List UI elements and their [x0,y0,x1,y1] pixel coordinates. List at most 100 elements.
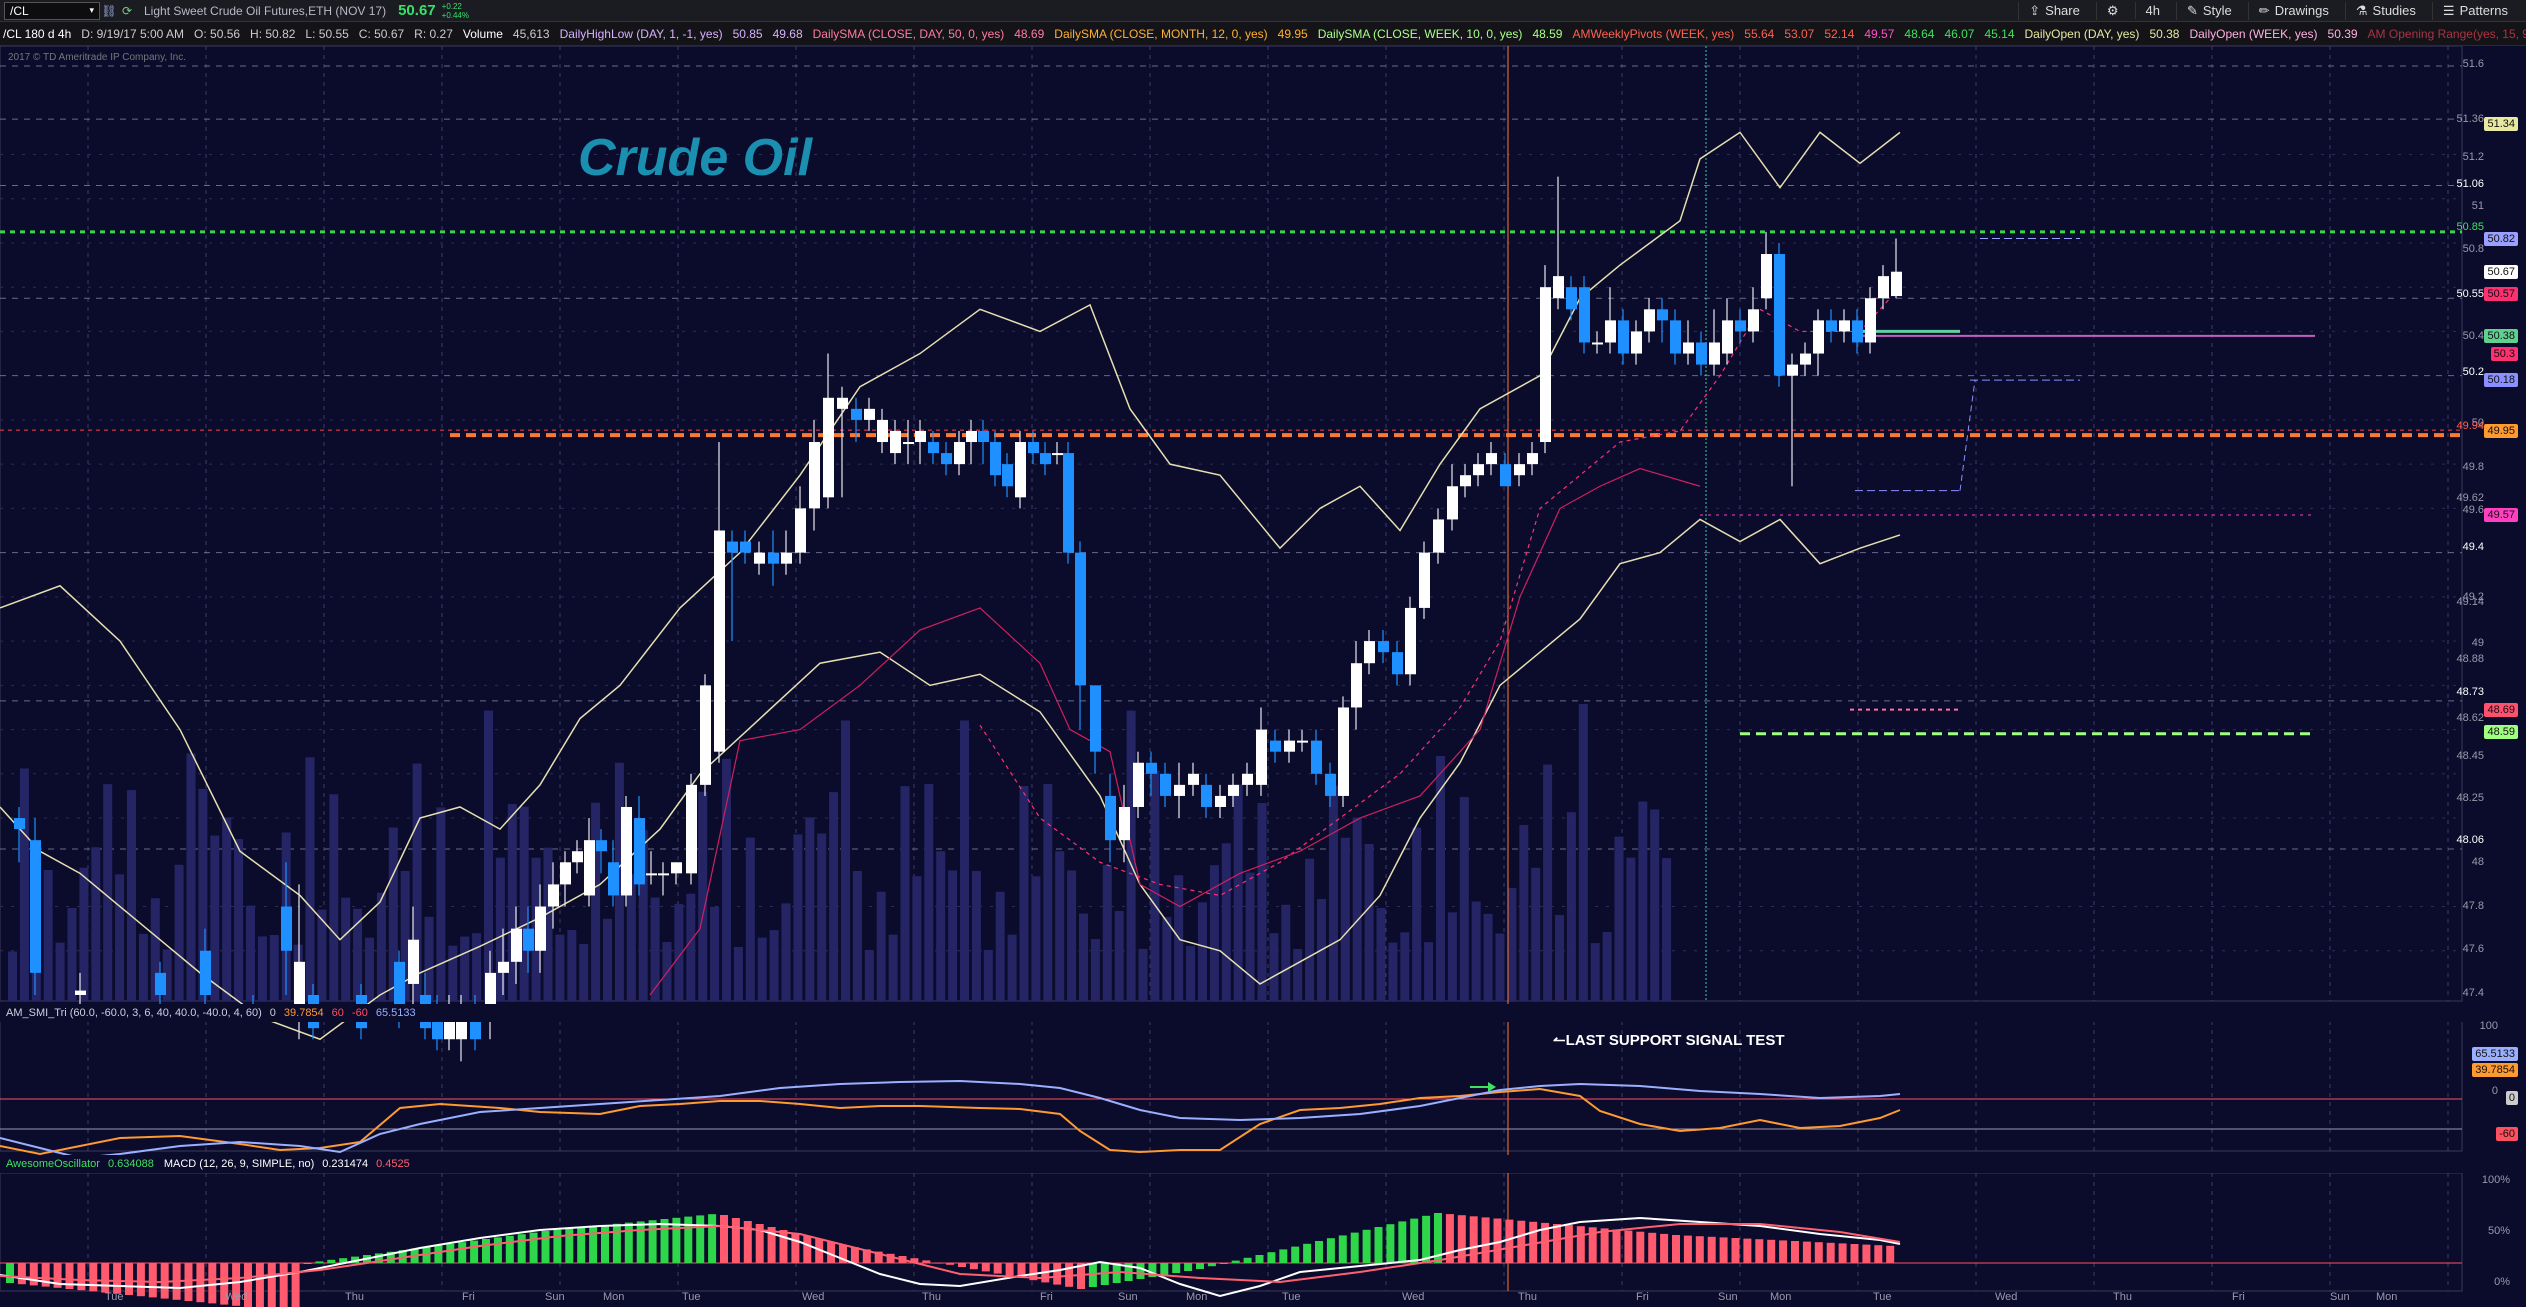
volume-bar [329,794,339,1001]
macd-title[interactable]: MACD (12, 26, 9, SIMPLE, no) [163,1158,315,1170]
smi-main-line [0,1079,1901,1160]
macd-value-2: 0.4525 [376,1158,410,1170]
volume-bar [829,792,839,1001]
price-tag: 50.18 [2484,373,2518,388]
volume-bar [1483,913,1493,1001]
study-legend-item[interactable]: DailyOpen (WEEK, yes) [2189,26,2318,41]
candle-body [1618,320,1629,354]
ao-histogram-bar [327,1259,336,1263]
volume-bar [1340,837,1350,1001]
drawings-button[interactable]: ✏ Drawings [2247,1,2339,20]
ao-histogram-bar [1814,1242,1823,1263]
study-legend-item[interactable]: 48.64 [1904,26,1935,41]
toolbar-button-label: Drawings [2274,3,2329,18]
price-axis-label: 51.6 [2462,58,2484,70]
volume-bar [460,936,470,1001]
study-legend-item[interactable]: 55.64 [1744,26,1775,41]
study-legend-item[interactable]: 45.14 [1984,26,2015,41]
candle-body [1119,806,1130,841]
4h-button[interactable]: 4h [2134,2,2170,19]
study-legend-item[interactable]: DailySMA (CLOSE, DAY, 50, 0, yes) [812,26,1005,41]
study-legend-item[interactable]: 49.57 [1864,26,1895,41]
pencil-icon: ✏ [2258,2,2270,18]
study-legend-item[interactable]: 46.07 [1944,26,1975,41]
smi-header: AM_SMI_Tri (60.0, -60.0, 3, 6, 40, 40.0,… [0,1004,2526,1022]
change-value: +0.22 [441,1,462,11]
arrow-left-icon: ↼ [1553,1032,1566,1049]
study-legend-item[interactable]: AMWeeklyPivots (WEEK, yes) [1572,26,1735,41]
candle-body [1486,453,1497,465]
study-legend-item[interactable]: 49.68 [772,26,803,41]
volume-bar [603,918,612,1001]
time-axis-label: Wed [802,1291,825,1303]
study-legend-item[interactable]: 45,613 [512,26,550,41]
toolbar-actions: ⇪ Share ⚙ 4h ✎ Style ✏ Drawings ⚗ Studies ☰ Pattern… [2018,1,2526,20]
ao-histogram-bar [1422,1215,1431,1263]
ao-header: AwesomeOscillator 0.634088 MACD (12, 26,… [0,1155,2526,1173]
volume-bar [1638,801,1648,1001]
ao-histogram-bar [981,1263,990,1272]
study-legend-item[interactable]: 52.14 [1824,26,1855,41]
candle-body [890,430,901,454]
ao-histogram-bar [850,1247,859,1263]
study-legend-item[interactable]: 49.95 [1277,26,1308,41]
smi-value-4: 65.5133 [375,1007,416,1019]
study-legend-item[interactable]: DailyHighLow (DAY, 1, -1, yes) [559,26,723,41]
studies-button[interactable]: ⚗ Studies [2344,1,2426,20]
study-legend-item[interactable]: DailySMA (CLOSE, WEEK, 10, 0, yes) [1317,26,1523,41]
style-button[interactable]: ✎ Style [2175,1,2242,20]
link-icon[interactable]: ⛓ [101,3,117,18]
sma-line [979,297,1891,897]
study-legend-item[interactable]: 53.07 [1784,26,1815,41]
candle-body [1063,453,1074,553]
study-legend-item[interactable]: 48.59 [1532,26,1563,41]
study-legend-item[interactable]: 50.85 [732,26,763,41]
smi-title[interactable]: AM_SMI_Tri (60.0, -60.0, 3, 6, 40, 40.0,… [6,1007,262,1019]
volume-bar [1543,764,1553,1001]
candle-body [1351,663,1362,708]
ao-histogram-bar [1612,1229,1621,1263]
ao-histogram-bar [1457,1215,1466,1263]
study-legend-item: C: 50.67 [358,26,405,41]
symbol-input[interactable]: /CL ▾ [4,1,100,20]
study-legend-item[interactable]: AM Opening Range(yes, 15, 930, 1600) [2367,26,2526,41]
candle-body [837,397,848,409]
study-legend-item[interactable]: DailySMA (CLOSE, MONTH, 12, 0, yes) [1054,26,1268,41]
refresh-icon[interactable]: ⟳ [121,3,133,18]
price-axis-label: 47.4 [2462,987,2484,999]
time-axis-label: Thu [2113,1291,2132,1303]
macd-value-1: 0.231474 [322,1158,369,1170]
ao-histogram-bar [279,1263,288,1307]
study-legend-item[interactable]: 50.38 [2149,26,2180,41]
candle-body [795,508,806,553]
volume-bar [1079,913,1088,1001]
ao-title[interactable]: AwesomeOscillator [6,1158,100,1170]
ao-histogram-bar [946,1263,955,1265]
share-button[interactable]: ⇪ Share [2018,1,2090,20]
patterns-button[interactable]: ☰ Patterns [2431,1,2518,20]
price-axis-label: 51 [2471,200,2484,212]
ao-histogram-bar [1231,1260,1240,1263]
settings-button[interactable]: ⚙ [2095,1,2129,20]
study-legend-item[interactable]: DailyOpen (DAY, yes) [2024,26,2140,41]
candle-body [1378,641,1389,653]
chart-toolbar: /CL ▾ ⛓ ⟳ Light Sweet Crude Oil Futures,… [0,0,2526,22]
ao-histogram-bar [672,1217,681,1263]
candle-body [1865,298,1876,343]
ao-histogram-bar [482,1239,490,1263]
price-chart[interactable] [0,46,2526,1307]
candle-body [781,552,792,564]
ao-histogram-bar [1267,1252,1276,1263]
volume-bar [79,867,89,1001]
candle-body [444,1017,455,1040]
candle-body [1160,773,1171,796]
ao-histogram-bar [1719,1237,1728,1263]
study-legend-item[interactable]: 50.39 [2327,26,2358,41]
study-legend-item: O: 50.56 [194,26,241,41]
volume-bar [983,949,993,1001]
time-axis-label: Thu [922,1291,941,1303]
ao-histogram-bar [1434,1213,1442,1263]
price-axis-label: 48.62 [2456,712,2484,724]
study-legend-item[interactable]: 48.69 [1014,26,1045,41]
chevron-down-icon: ▾ [89,5,94,15]
